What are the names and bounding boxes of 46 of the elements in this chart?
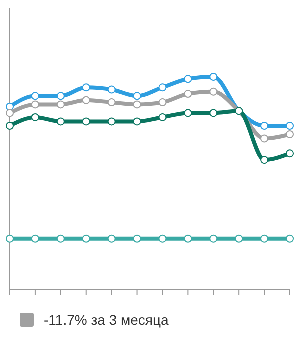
point <box>82 118 90 126</box>
point <box>108 98 116 107</box>
point <box>133 118 142 126</box>
point <box>286 122 294 130</box>
point <box>235 234 244 243</box>
point <box>108 86 116 94</box>
point <box>184 75 192 84</box>
point <box>260 234 269 243</box>
point <box>56 92 65 100</box>
point <box>260 134 269 143</box>
point <box>31 100 40 109</box>
point <box>56 234 65 243</box>
point <box>286 130 294 139</box>
point <box>82 234 90 243</box>
point <box>133 234 142 243</box>
point <box>56 118 65 126</box>
point <box>210 88 218 96</box>
point <box>108 118 116 126</box>
point <box>260 122 269 130</box>
point <box>31 92 40 100</box>
point <box>158 98 167 107</box>
point <box>184 90 192 98</box>
point <box>286 150 294 158</box>
point <box>158 84 167 92</box>
point <box>6 234 14 243</box>
point <box>184 234 192 243</box>
point <box>6 122 14 130</box>
point <box>158 113 167 122</box>
point <box>31 234 40 243</box>
point <box>108 234 116 243</box>
point <box>184 109 192 118</box>
point <box>56 100 65 109</box>
legend-label: -11.7% за 3 месяца <box>44 312 169 328</box>
point <box>210 73 218 81</box>
point <box>82 96 90 104</box>
point <box>31 113 40 122</box>
point <box>6 109 14 118</box>
point <box>133 92 142 100</box>
point <box>82 84 90 92</box>
point <box>6 102 14 111</box>
point <box>210 234 218 243</box>
point <box>133 100 142 109</box>
point <box>286 234 294 243</box>
point <box>260 156 269 164</box>
point <box>210 109 218 118</box>
point <box>158 234 167 243</box>
